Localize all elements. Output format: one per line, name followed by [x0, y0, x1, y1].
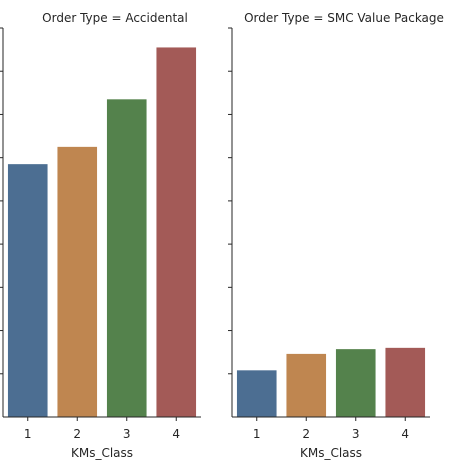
- facet-title: Order Type = Accidental: [42, 11, 188, 25]
- x-tick-label-2: 2: [302, 427, 310, 441]
- x-axis-label: KMs_Class: [71, 446, 133, 460]
- bar-2: [286, 353, 327, 417]
- x-axis-label: KMs_Class: [300, 446, 362, 460]
- bar-4: [385, 347, 426, 417]
- x-tick-label-4: 4: [172, 427, 180, 441]
- bar-1: [236, 370, 277, 417]
- x-tick-label-1: 1: [24, 427, 32, 441]
- bar-1: [7, 164, 48, 417]
- x-tick-label-2: 2: [73, 427, 81, 441]
- x-tick-label-3: 3: [352, 427, 360, 441]
- bar-3: [335, 349, 376, 417]
- bar-2: [57, 146, 98, 417]
- bar-4: [156, 47, 197, 417]
- facet-panel-1: 1 2 3 4 Order Type = Accidental KMs_Class: [0, 11, 201, 460]
- bar-3: [106, 99, 147, 418]
- facet-panel-2: 1 2 3 4 Order Type = SMC Value Package KMs_Cl…: [228, 11, 444, 460]
- facet-title: Order Type = SMC Value Package: [244, 11, 444, 25]
- x-tick-label-1: 1: [253, 427, 261, 441]
- x-tick-label-3: 3: [123, 427, 131, 441]
- x-tick-label-4: 4: [401, 427, 409, 441]
